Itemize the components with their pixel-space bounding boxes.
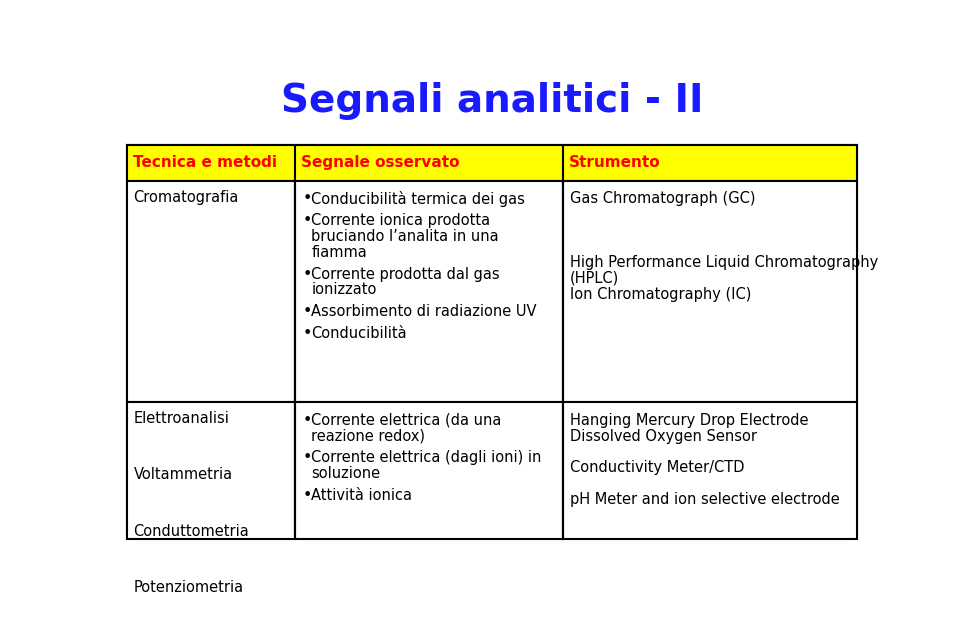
Text: Assorbimento di radiazione UV: Assorbimento di radiazione UV <box>311 304 537 319</box>
Text: ionizzato: ionizzato <box>311 282 376 298</box>
Bar <box>128 181 295 402</box>
Text: Conducibilità termica dei gas: Conducibilità termica dei gas <box>311 191 525 208</box>
Text: Conducibilità: Conducibilità <box>311 326 407 341</box>
Text: Segnale osservato: Segnale osservato <box>300 156 459 171</box>
Bar <box>128 402 295 539</box>
Text: (HPLC): (HPLC) <box>570 271 619 286</box>
Text: fiamma: fiamma <box>311 245 367 260</box>
Text: •: • <box>302 326 312 341</box>
Text: Conductivity Meter/CTD: Conductivity Meter/CTD <box>570 461 745 476</box>
Text: •: • <box>302 488 312 503</box>
Bar <box>128 145 856 537</box>
Text: Corrente prodotta dal gas: Corrente prodotta dal gas <box>311 266 500 281</box>
Text: Tecnica e metodi: Tecnica e metodi <box>133 156 277 171</box>
Text: Dissolved Oxygen Sensor: Dissolved Oxygen Sensor <box>570 429 757 444</box>
Text: •: • <box>302 304 312 319</box>
Text: •: • <box>302 191 312 206</box>
Text: •: • <box>302 266 312 281</box>
Text: Cromatografia: Cromatografia <box>133 189 239 204</box>
Text: Gas Chromatograph (GC): Gas Chromatograph (GC) <box>570 191 756 206</box>
Text: Corrente elettrica (da una: Corrente elettrica (da una <box>311 413 501 428</box>
Bar <box>563 402 856 539</box>
Text: Strumento: Strumento <box>568 156 660 171</box>
Text: •: • <box>302 413 312 428</box>
Text: bruciando l’analita in una: bruciando l’analita in una <box>311 229 499 244</box>
Text: pH Meter and ion selective electrode: pH Meter and ion selective electrode <box>570 492 840 508</box>
Text: Ion Chromatography (IC): Ion Chromatography (IC) <box>570 287 752 302</box>
Text: High Performance Liquid Chromatography: High Performance Liquid Chromatography <box>570 255 878 270</box>
Text: Segnali analitici - II: Segnali analitici - II <box>280 82 704 121</box>
Text: •: • <box>302 213 312 228</box>
Text: soluzione: soluzione <box>311 466 380 481</box>
Bar <box>128 145 856 181</box>
Bar <box>563 181 856 402</box>
Text: •: • <box>302 451 312 466</box>
Text: Corrente elettrica (dagli ioni) in: Corrente elettrica (dagli ioni) in <box>311 451 541 466</box>
Bar <box>295 402 563 539</box>
Bar <box>295 181 563 402</box>
Text: Attività ionica: Attività ionica <box>311 488 412 503</box>
Text: Corrente ionica prodotta: Corrente ionica prodotta <box>311 213 491 228</box>
Text: Hanging Mercury Drop Electrode: Hanging Mercury Drop Electrode <box>570 413 808 428</box>
Text: Elettroanalisi

Voltammetria

Conduttometria

Potenziometria: Elettroanalisi Voltammetria Conduttometr… <box>133 411 250 595</box>
Text: reazione redox): reazione redox) <box>311 429 425 444</box>
